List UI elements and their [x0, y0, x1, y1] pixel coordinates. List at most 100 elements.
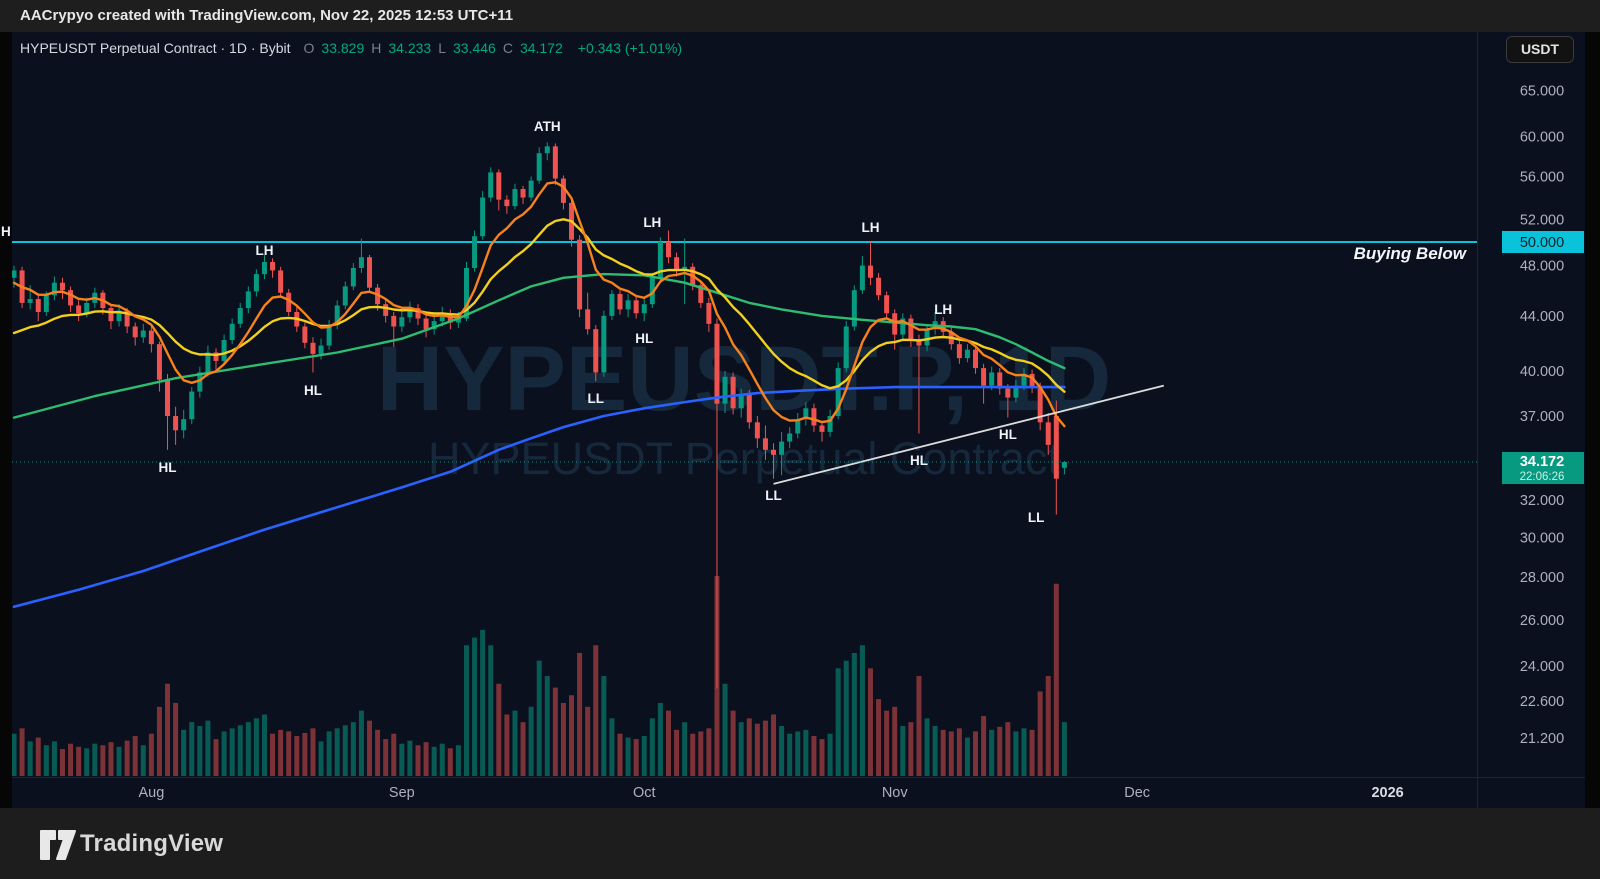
candle-body — [76, 305, 82, 314]
candle-body — [989, 372, 995, 386]
price-tick: 30.000 — [1520, 530, 1564, 546]
volume-bar — [59, 749, 65, 776]
high-label: H — [371, 40, 382, 56]
candle-body — [892, 313, 898, 335]
candle-body — [213, 352, 219, 361]
candle-body — [181, 419, 187, 431]
volume-bar — [11, 733, 17, 776]
candle-body — [205, 352, 211, 373]
volume-bar — [665, 710, 671, 776]
candle-body — [463, 268, 469, 319]
volume-bar — [1021, 728, 1027, 776]
volume-bar — [682, 722, 688, 776]
volume-bar — [577, 652, 583, 776]
swing-label-hl: HL — [999, 427, 1017, 442]
candle-body — [657, 241, 663, 278]
candle-body — [51, 282, 57, 296]
candle-body — [286, 292, 292, 312]
candle-body — [528, 180, 534, 198]
volume-bar — [463, 645, 469, 776]
volume-bar — [601, 676, 607, 776]
tradingview-brand-text[interactable]: TradingView — [80, 830, 224, 857]
low-label: L — [438, 40, 446, 56]
volume-bar — [560, 702, 566, 776]
volume-bar — [892, 706, 898, 776]
volume-bar — [326, 731, 332, 776]
candle-body — [722, 376, 728, 404]
price-tick: 56.000 — [1520, 169, 1564, 185]
candle-body — [197, 372, 203, 392]
volume-bar — [173, 702, 179, 776]
symbol-title[interactable]: HYPEUSDT Perpetual Contract · 1D · Bybit — [20, 40, 291, 56]
volume-layer — [11, 576, 1067, 776]
candle-body — [35, 299, 41, 312]
currency-toggle-button[interactable]: USDT — [1506, 36, 1574, 63]
screenshot-caption: AACrypyo created with TradingView.com, N… — [0, 0, 1600, 32]
candle-body — [1029, 373, 1035, 388]
candle-body — [11, 270, 17, 278]
candle-body — [981, 368, 987, 386]
price-tick: 24.000 — [1520, 659, 1564, 675]
volume-bar — [795, 731, 801, 776]
volume-bar — [116, 746, 122, 776]
tradingview-logo-icon[interactable] — [38, 828, 78, 862]
volume-bar — [415, 745, 421, 776]
volume-bar — [68, 743, 74, 776]
volume-bar — [342, 725, 348, 776]
price-tick: 52.000 — [1520, 212, 1564, 228]
candle-body — [334, 305, 340, 326]
price-axis[interactable]: 65.000 60.000 56.000 52.000 48.000 44.000 40.0… — [1502, 83, 1584, 747]
candle-body — [278, 270, 284, 293]
time-axis[interactable]: Aug Sep Oct Nov Dec 2026 — [138, 785, 1403, 801]
swing-label-lh: LH — [255, 243, 273, 258]
candle-body — [415, 308, 421, 319]
volume-bar — [649, 718, 655, 776]
swing-label-lh: LH — [861, 220, 879, 235]
volume-bar — [124, 740, 130, 776]
ascending-trendline — [773, 384, 1165, 485]
candle-body — [835, 368, 841, 417]
candle-body — [665, 241, 671, 258]
volume-bar — [76, 746, 82, 776]
candle-body — [698, 285, 704, 303]
volume-bar — [1037, 691, 1043, 776]
volume-bar — [43, 745, 49, 776]
swing-label-lh: LH — [934, 302, 952, 317]
candle-body — [116, 310, 122, 322]
volume-bar — [593, 645, 599, 776]
volume-bar — [213, 739, 219, 776]
volume-bar — [318, 741, 324, 776]
volume-bar — [916, 676, 922, 776]
candle-body — [771, 449, 777, 455]
candle-body — [706, 302, 712, 324]
candle-body — [124, 310, 130, 327]
volume-bar — [310, 728, 316, 776]
volume-bar — [472, 637, 478, 776]
volume-bar — [981, 716, 987, 776]
price-tick: 32.000 — [1520, 493, 1564, 509]
candle-body — [310, 342, 316, 354]
chart-container[interactable]: HYPEUSDT.P, 1D HYPEUSDT Perpetual Contrac… — [11, 32, 1585, 808]
volume-bar — [859, 645, 865, 776]
volume-bar — [989, 729, 995, 776]
volume-bar — [100, 745, 106, 776]
candle-body — [358, 257, 364, 269]
time-tick: Nov — [882, 785, 909, 801]
volume-bar — [35, 737, 41, 776]
candle-body — [1021, 373, 1027, 386]
candle-body — [148, 330, 154, 345]
candle-body — [165, 379, 171, 417]
volume-bar — [237, 725, 243, 776]
candle-body — [383, 304, 389, 316]
open-value: 33.829 — [321, 40, 365, 56]
volume-bar — [51, 741, 57, 776]
volume-bar — [504, 714, 510, 776]
volume-bar — [108, 742, 114, 776]
candle-body — [488, 172, 494, 198]
swing-label-lh: LH — [643, 215, 661, 230]
volume-bar — [132, 736, 138, 776]
candle-body — [318, 345, 324, 354]
volume-bar — [746, 718, 752, 776]
candle-body — [633, 300, 639, 314]
